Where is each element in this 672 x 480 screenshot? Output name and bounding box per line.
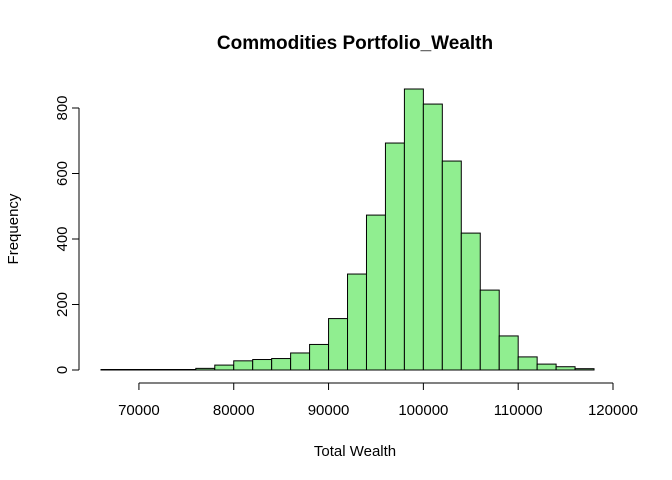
- histogram-bar-6: [214, 364, 235, 371]
- histogram-bar-15: [384, 142, 405, 371]
- x-axis-label: Total Wealth: [314, 443, 396, 460]
- histogram-bar-2: [138, 369, 159, 371]
- histogram-bar-11: [309, 343, 330, 371]
- histogram-bar-16: [403, 88, 424, 371]
- histogram-bar-9: [271, 358, 292, 371]
- histogram-bar-20: [479, 289, 500, 371]
- y-tick-label: 200: [54, 292, 71, 317]
- histogram-bar-24: [555, 366, 576, 371]
- histogram-bar-8: [252, 359, 273, 371]
- histogram-bar-19: [460, 232, 481, 371]
- x-axis: 70000 80000 90000 100000 110000 120000: [118, 382, 638, 419]
- histogram-bar-0: [100, 369, 121, 371]
- histogram-bar-1: [119, 369, 140, 371]
- y-axis-label: Frequency: [5, 193, 22, 264]
- histogram-bar-5: [195, 367, 216, 371]
- histogram-bar-14: [365, 214, 386, 371]
- histogram-bar-25: [574, 368, 595, 371]
- x-tick-label: 120000: [588, 402, 638, 419]
- histogram-bar-4: [176, 369, 197, 371]
- histogram-bar-7: [233, 360, 254, 371]
- x-tick-label: 90000: [308, 402, 350, 419]
- histogram-bar-22: [517, 356, 538, 371]
- chart-title: Commodities Portfolio_Wealth: [217, 33, 493, 54]
- histogram-bar-13: [347, 273, 367, 371]
- y-tick-label: 400: [54, 226, 71, 251]
- y-tick-label: 0: [54, 366, 71, 374]
- histogram-bar-17: [422, 103, 443, 371]
- histogram-bar-18: [441, 160, 462, 371]
- x-tick-label: 70000: [118, 402, 160, 419]
- histogram-bar-21: [498, 335, 519, 371]
- bars-group: [100, 88, 595, 371]
- histogram-bar-23: [536, 363, 557, 371]
- x-tick-label: 110000: [494, 402, 543, 419]
- y-tick-label: 600: [54, 161, 71, 186]
- x-tick-label: 80000: [213, 402, 255, 419]
- histogram-bar-10: [290, 352, 311, 371]
- histogram-bar-3: [157, 369, 178, 371]
- y-axis: 0 200 400 600 800: [54, 95, 80, 374]
- x-tick-label: 100000: [398, 402, 448, 419]
- histogram-bar-12: [328, 318, 349, 371]
- y-tick-label: 800: [54, 95, 71, 120]
